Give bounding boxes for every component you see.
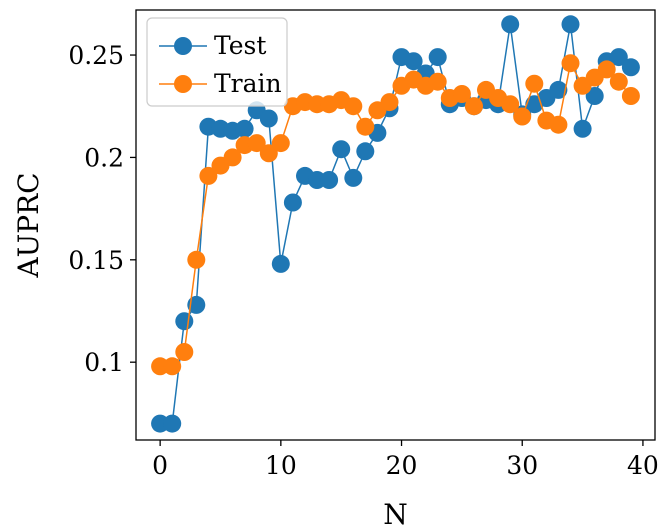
y-tick-label: 0.15 [68,246,124,275]
data-point-test [235,119,254,138]
data-point-test [283,193,302,212]
data-point-test [332,140,351,159]
data-point-test [320,171,339,189]
data-point-train [501,95,520,114]
series-layer [151,15,640,433]
legend: Test Train [146,17,288,107]
data-point-test [585,87,604,105]
data-point-train [561,54,580,73]
data-point-test [501,15,520,34]
x-tick-label: 20 [386,451,418,480]
x-tick-label: 40 [627,451,659,480]
data-point-test [404,52,423,71]
data-point-train [356,117,375,136]
data-point-train [621,87,640,105]
data-point-test [271,254,290,273]
data-point-train [259,144,278,163]
data-point-test [163,414,182,433]
data-point-train [247,134,266,153]
data-point-train [452,85,471,103]
data-point-test [356,142,375,161]
data-point-test [187,295,206,314]
data-point-train [271,134,290,153]
x-axis-label: N [383,498,408,531]
data-point-train [597,60,616,79]
data-point-test [428,48,447,67]
y-tick-label: 0.25 [68,41,124,70]
plot-frame [135,9,656,441]
axes-layer: 0 10 20 30 40 0.1 0.15 0.2 0.25 [68,41,659,480]
x-tick-label: 10 [265,451,297,480]
legend-train-marker [174,75,192,93]
data-point-test [549,80,568,99]
data-point-train [163,357,182,376]
data-point-train [199,166,218,185]
data-point-train [344,97,363,116]
data-point-train [513,107,532,126]
data-point-train [609,72,628,91]
legend-train-label: Train [214,69,282,98]
data-point-train [187,250,206,269]
data-point-train [175,343,194,361]
data-point-test [344,168,363,187]
data-point-test [175,312,194,331]
data-point-train [525,74,544,93]
y-axis-label: AUPRC [12,172,45,278]
data-point-test [621,58,640,77]
data-point-test [561,15,580,34]
data-point-train [428,72,447,91]
series-train [151,54,640,376]
data-point-test [573,119,592,138]
data-point-train [223,148,242,167]
data-point-test [259,109,278,128]
x-tick-label: 0 [152,451,168,480]
data-point-train [465,97,483,116]
x-tick-label: 30 [506,451,538,480]
y-tick-label: 0.1 [84,348,124,377]
y-tick-label: 0.2 [84,143,124,172]
data-point-test [609,48,628,67]
data-point-train [549,115,568,134]
legend-test-label: Test [214,31,266,60]
data-point-train [380,93,399,112]
legend-test-marker [174,37,192,55]
